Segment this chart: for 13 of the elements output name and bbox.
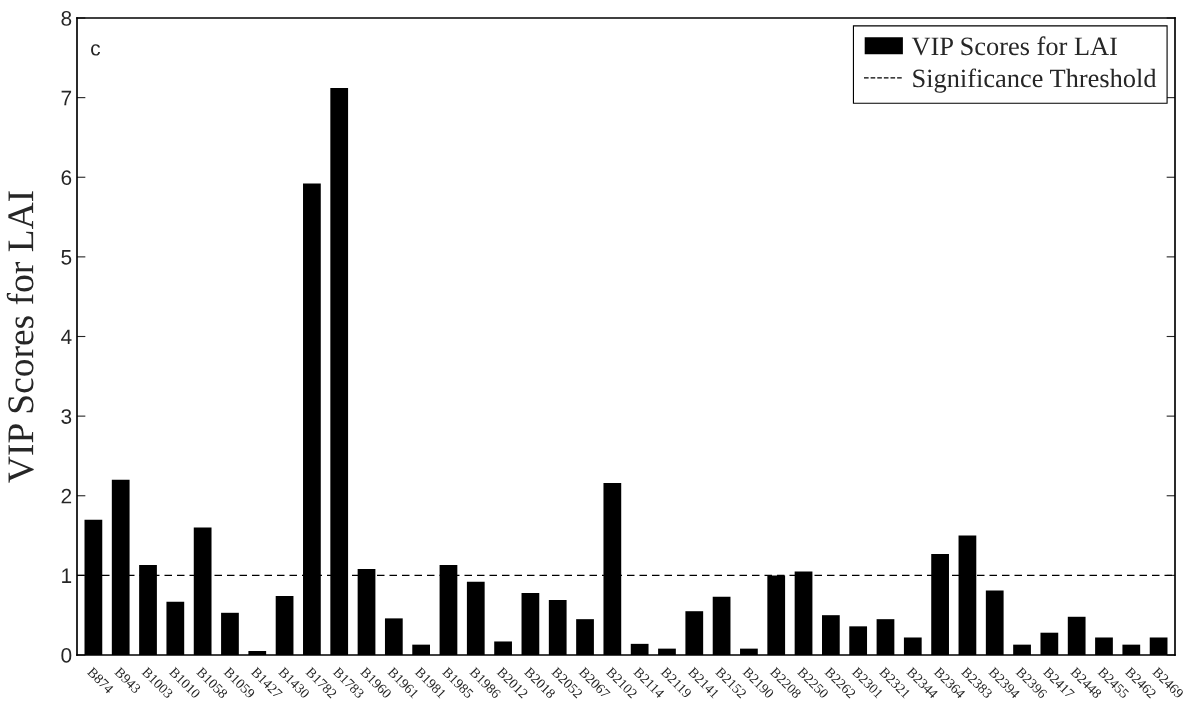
y-tick-label: 6: [61, 170, 72, 185]
y-tick-label: 8: [61, 11, 72, 26]
y-tick-label: 5: [61, 250, 72, 265]
y-tick-label: 2: [61, 488, 72, 504]
y-tick-label: 7: [61, 90, 72, 106]
y-tick-label: 4: [61, 329, 72, 345]
y-tick-label: 3: [61, 409, 72, 424]
y-tick-label: 0: [61, 648, 72, 663]
annotation: c: [91, 44, 101, 56]
y-axis-title: VIP Scores for LAI: [6, 191, 34, 483]
y-tick-label: 1: [62, 568, 72, 583]
legend-label: VIP Scores for LAI: [911, 36, 1117, 56]
legend-label: Significance Threshold: [913, 68, 1157, 93]
